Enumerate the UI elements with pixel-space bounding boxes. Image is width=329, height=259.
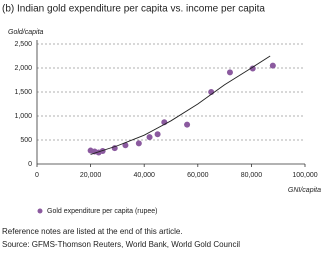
note: Source: GFMS-Thomson Reuters, World Bank…	[2, 240, 240, 249]
x-tick-label: 20,000	[80, 172, 102, 179]
y-tick-label: 1,500	[14, 89, 32, 96]
x-axis-label: GNI/capita	[288, 187, 321, 194]
legend-label: Gold expenditure per capita (rupee)	[47, 208, 158, 215]
point	[269, 62, 276, 69]
point	[122, 142, 129, 149]
x-tick-label: 40,000	[133, 172, 155, 179]
y-tick-label: 2,000	[14, 65, 32, 72]
x-tick-label: 100,000	[292, 172, 317, 179]
point	[99, 148, 106, 155]
y-tick-label: 1,000	[14, 113, 32, 120]
point	[184, 121, 191, 128]
trend-line	[90, 55, 271, 155]
legend-marker	[37, 208, 43, 214]
chart-title: (b) Indian gold expenditure per capita v…	[2, 4, 265, 15]
point	[226, 69, 233, 76]
point	[135, 140, 142, 147]
x-tick-label: 80,000	[241, 172, 263, 179]
y-tick-label: 0	[28, 161, 32, 168]
point	[154, 131, 161, 138]
y-tick-label: 500	[20, 137, 32, 144]
y-tick-label: 2,500	[14, 41, 32, 48]
x-tick-label: 0	[35, 172, 39, 179]
x-tick-label: 60,000	[187, 172, 209, 179]
point	[146, 134, 153, 141]
y-axis-label: Gold/capita	[8, 29, 44, 36]
point	[249, 65, 256, 72]
note: Reference notes are listed at the end of…	[2, 227, 183, 236]
